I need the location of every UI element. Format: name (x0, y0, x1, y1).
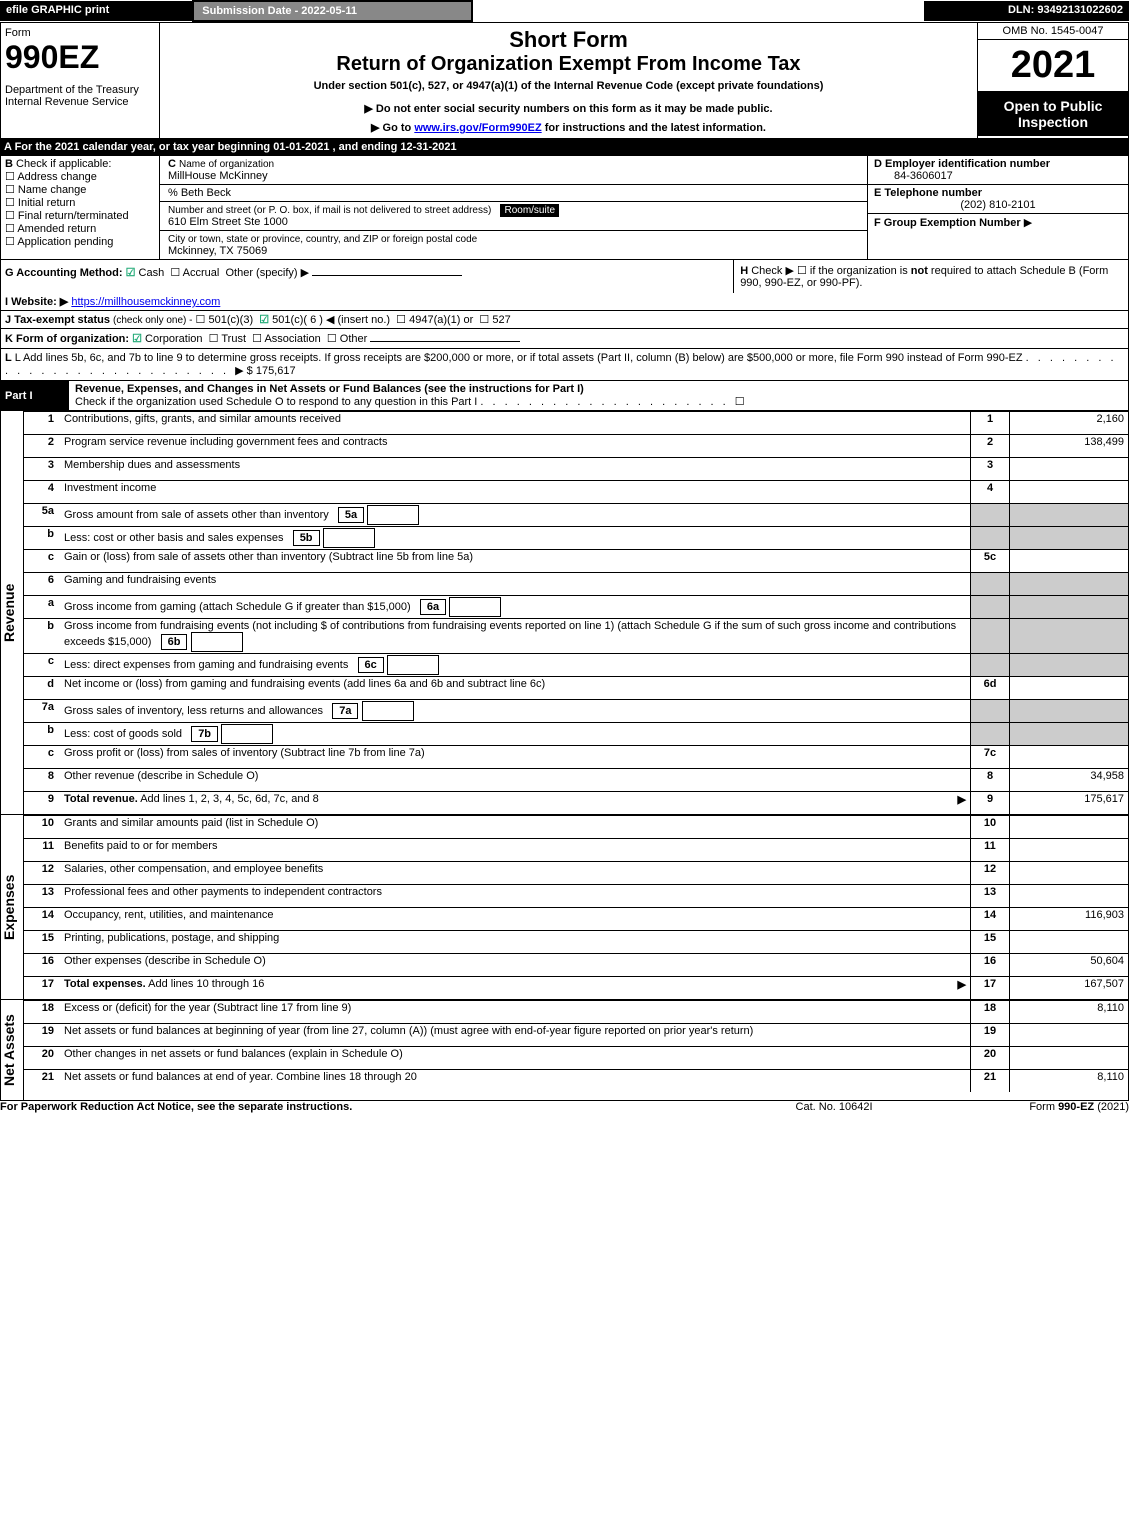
expenses-vert: Expenses (1, 827, 17, 987)
footer-form: 990-EZ (1058, 1101, 1094, 1113)
b-opt-3[interactable]: ☐ Final return/terminated (5, 209, 155, 222)
warn-ssn: ▶ Do not enter social security numbers o… (164, 102, 973, 115)
line-7a: 7aGross sales of inventory, less returns… (24, 700, 1128, 723)
d-label: D Employer identification number (874, 158, 1050, 170)
f-label: F Group Exemption Number (874, 217, 1021, 229)
line-b: bLess: cost or other basis and sales exp… (24, 527, 1128, 550)
line-21: 21Net assets or fund balances at end of … (24, 1070, 1128, 1093)
line-20: 20Other changes in net assets or fund ba… (24, 1047, 1128, 1070)
h-text: Check ▶ ☐ if the organization is (751, 265, 911, 277)
efile-label[interactable]: efile GRAPHIC print (0, 1, 186, 21)
line-5a: 5aGross amount from sale of assets other… (24, 504, 1128, 527)
line-19: 19Net assets or fund balances at beginni… (24, 1024, 1128, 1047)
b-opt-0[interactable]: ☐ Address change (5, 170, 155, 183)
subtitle: Under section 501(c), 527, or 4947(a)(1)… (164, 80, 973, 92)
phone: (202) 810-2101 (874, 199, 1122, 211)
line-2: 2Program service revenue including gover… (24, 435, 1128, 458)
room-label: Room/suite (500, 204, 559, 217)
city: Mckinney, TX 75069 (168, 245, 267, 257)
part1-checkbox[interactable]: ☐ (735, 396, 745, 408)
line-d: dNet income or (loss) from gaming and fu… (24, 677, 1128, 700)
submission-date: Submission Date - 2022-05-11 (193, 1, 472, 21)
line-b: bLess: cost of goods sold 7b (24, 723, 1128, 746)
line-b: bGross income from fundraising events (n… (24, 619, 1128, 654)
line-18: 18Excess or (deficit) for the year (Subt… (24, 1001, 1128, 1024)
revenue-vert: Revenue (1, 413, 17, 813)
line-8: 8Other revenue (describe in Schedule O)8… (24, 769, 1128, 792)
part1-header: Part I Revenue, Expenses, and Changes in… (0, 381, 1129, 411)
b-label: B (5, 158, 13, 170)
i-label: I Website: ▶ (5, 296, 68, 308)
header-block: Form 990EZ Department of the Treasury In… (0, 22, 1129, 139)
e-label: E Telephone number (874, 187, 982, 199)
b-opt-1[interactable]: ☐ Name change (5, 183, 155, 196)
bcdef-block: B Check if applicable: ☐ Address change … (0, 155, 1129, 260)
paperwork-notice: For Paperwork Reduction Act Notice, see … (0, 1101, 752, 1113)
line-c: cLess: direct expenses from gaming and f… (24, 654, 1128, 677)
main-title: Return of Organization Exempt From Incom… (164, 53, 973, 76)
c-name-label: Name of organization (179, 159, 274, 170)
line-13: 13Professional fees and other payments t… (24, 885, 1128, 908)
gh-block: G Accounting Method: ☑ Cash ☐ Accrual Ot… (0, 260, 1129, 293)
cat-no: Cat. No. 10642I (752, 1101, 916, 1113)
line-15: 15Printing, publications, postage, and s… (24, 931, 1128, 954)
line-1: 1Contributions, gifts, grants, and simil… (24, 412, 1128, 435)
goto-post: for instructions and the latest informat… (542, 122, 766, 134)
l-amount: ▶ $ 175,617 (235, 365, 295, 377)
netassets-vert: Net Assets (1, 1000, 17, 1100)
part1-label: Part I (1, 381, 70, 411)
open-public: Open to Public Inspection (978, 92, 1128, 136)
j-label: J Tax-exempt status (5, 314, 110, 326)
h-label: H (740, 265, 748, 277)
line-6: 6Gaming and fundraising events (24, 573, 1128, 596)
line-12: 12Salaries, other compensation, and empl… (24, 862, 1128, 885)
line-4: 4Investment income4 (24, 481, 1128, 504)
g-label: G Accounting Method: (5, 267, 123, 279)
footer: For Paperwork Reduction Act Notice, see … (0, 1101, 1129, 1113)
form-number: 990EZ (5, 39, 155, 76)
part1-check-o: Check if the organization used Schedule … (75, 396, 477, 408)
line-11: 11Benefits paid to or for members11 (24, 839, 1128, 862)
line-17: 17Total expenses. Add lines 10 through 1… (24, 977, 1128, 1000)
b-check-if: Check if applicable: (16, 158, 111, 170)
org-name: MillHouse McKinney (168, 170, 268, 182)
ein: 84-3606017 (874, 170, 953, 182)
dln: DLN: 93492131022602 (924, 1, 1129, 21)
c-label: C (168, 158, 176, 170)
b-opt-4[interactable]: ☐ Amended return (5, 222, 155, 235)
part1-desc: Revenue, Expenses, and Changes in Net As… (75, 383, 584, 395)
short-form: Short Form (164, 27, 973, 53)
cash-check: ☑ (126, 267, 136, 279)
line-16: 16Other expenses (describe in Schedule O… (24, 954, 1128, 977)
line-c: cGross profit or (loss) from sales of in… (24, 746, 1128, 769)
lines-table: Revenue 1Contributions, gifts, grants, a… (0, 411, 1129, 1101)
form-word: Form (5, 27, 155, 39)
line-c: cGain or (loss) from sale of assets othe… (24, 550, 1128, 573)
irs-link[interactable]: www.irs.gov/Form990EZ (414, 122, 541, 134)
line-9: 9Total revenue. Add lines 1, 2, 3, 4, 5c… (24, 792, 1128, 815)
k-label: K Form of organization: (5, 333, 129, 345)
section-a: A For the 2021 calendar year, or tax yea… (0, 139, 1129, 155)
addr-label: Number and street (or P. O. box, if mail… (168, 205, 491, 216)
top-bar: efile GRAPHIC print Submission Date - 20… (0, 0, 1129, 22)
city-label: City or town, state or province, country… (168, 234, 477, 245)
b-opt-2[interactable]: ☐ Initial return (5, 196, 155, 209)
dept-treasury: Department of the Treasury (5, 84, 155, 96)
l-text: L Add lines 5b, 6c, and 7b to line 9 to … (15, 352, 1023, 364)
line-a: aGross income from gaming (attach Schedu… (24, 596, 1128, 619)
addr: 610 Elm Street Ste 1000 (168, 216, 288, 228)
care-of: % Beth Beck (160, 185, 867, 202)
website-link[interactable]: https://millhousemckinney.com (71, 296, 220, 308)
tax-year: 2021 (978, 40, 1128, 92)
line-14: 14Occupancy, rent, utilities, and mainte… (24, 908, 1128, 931)
line-10: 10Grants and similar amounts paid (list … (24, 816, 1128, 839)
irs: Internal Revenue Service (5, 96, 155, 108)
omb: OMB No. 1545-0047 (978, 23, 1128, 40)
line-3: 3Membership dues and assessments3 (24, 458, 1128, 481)
goto-pre: ▶ Go to (371, 122, 414, 134)
b-opt-5[interactable]: ☐ Application pending (5, 235, 155, 248)
f-arrow: ▶ (1024, 217, 1032, 229)
